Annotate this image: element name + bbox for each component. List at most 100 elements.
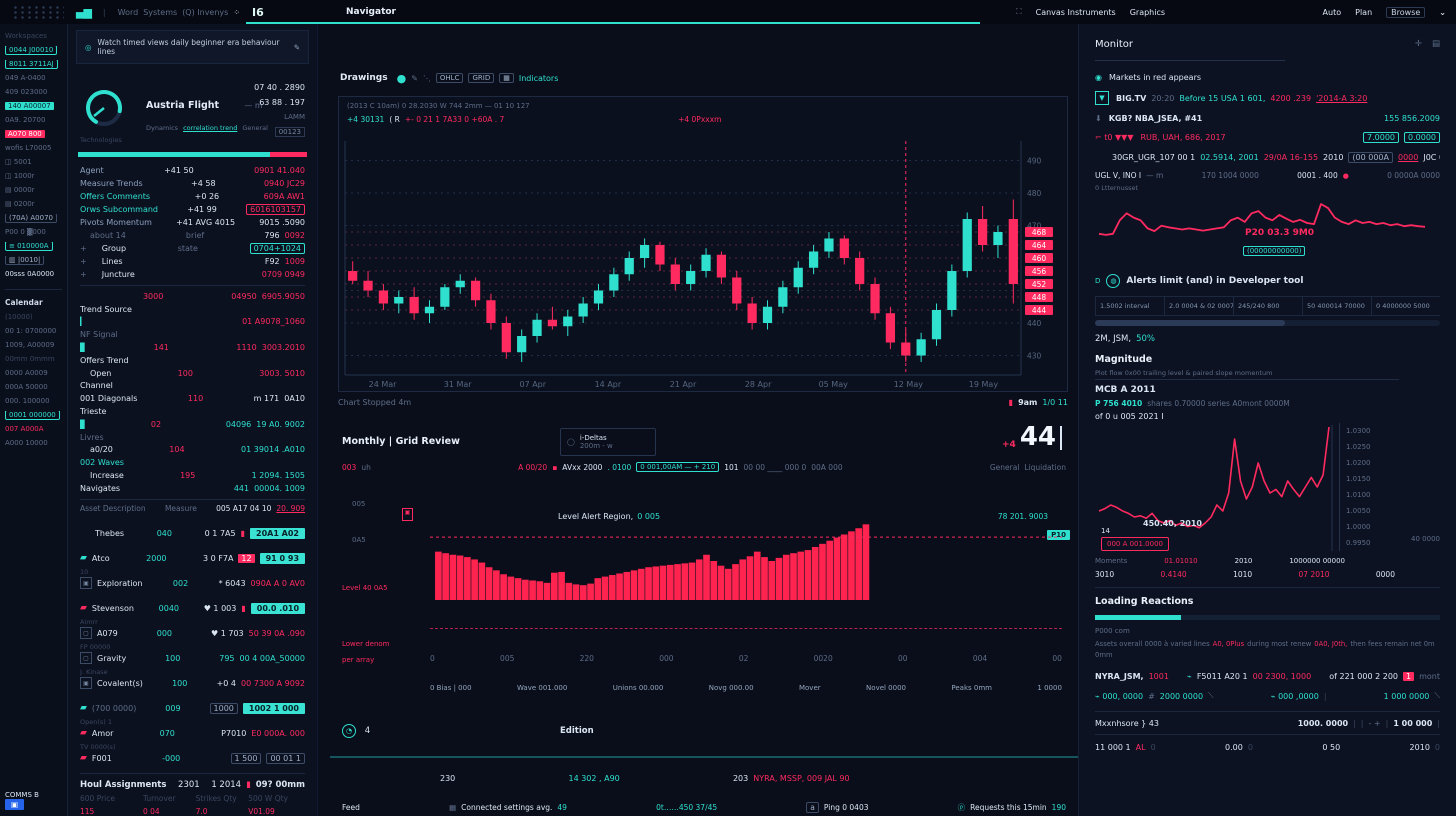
summary-row[interactable]: Houl Assignments 2301 1 2014 ▮ 09? 00mm bbox=[80, 772, 305, 790]
magnitude-chart[interactable] bbox=[1095, 423, 1333, 551]
brand-logo[interactable]: Ι6 bbox=[252, 5, 264, 19]
detail-row[interactable]: 002 Waves bbox=[80, 456, 305, 469]
candlestick-chart[interactable]: 24 Mar 31 Mar 07 Apr 14 Apr 21 Apr 28 Apr 05 M… bbox=[339, 137, 1067, 391]
calendar-item[interactable]: 1009, A00009 bbox=[5, 341, 62, 350]
mini-col[interactable]: 2.0 0004 & 02 0007 bbox=[1164, 297, 1233, 315]
holding-row[interactable]: Thebes 040 0 1 7A5 ▮ 20A1 A02 bbox=[80, 517, 305, 542]
detail-row[interactable]: Offers Trend bbox=[80, 354, 305, 367]
detail-row[interactable]: a0/20 104 01 39014 .A010 bbox=[80, 444, 305, 457]
alert-row[interactable]: ◉ Markets in red appears bbox=[1095, 73, 1440, 82]
quote-row[interactable]: Agent +41 50 0901 41.040 bbox=[80, 164, 305, 177]
scrollbar-track[interactable] bbox=[1095, 320, 1440, 326]
watchlist-item[interactable]: ≡ 010000A bbox=[5, 242, 62, 251]
monitor-header-icons[interactable]: ✛ ▤ bbox=[1415, 39, 1440, 49]
detail-row[interactable]: Livres bbox=[80, 431, 305, 444]
hist-column-label[interactable]: 0 Bias | 000 bbox=[430, 684, 472, 692]
toolbar-buttons[interactable]: ● ✎ ⋱ OHLC GRID ▦ Indicators bbox=[397, 72, 559, 85]
watchlist-item[interactable]: Workspaces bbox=[5, 32, 62, 41]
instrument-subline[interactable]: Dynamics correlation trend General bbox=[146, 124, 268, 132]
holding-row[interactable]: ▰ (700 0000) 009 1000 1002 1 000 bbox=[80, 692, 305, 717]
watchlist-item[interactable]: 140 A00007 bbox=[5, 102, 62, 111]
watchlist-item[interactable]: P00 0 ▓000 bbox=[5, 228, 62, 237]
detail-row[interactable]: 3000 04950 6905.9050 bbox=[80, 290, 305, 303]
calendar-item[interactable]: 0000 A0009 bbox=[5, 369, 62, 378]
hist-column-label[interactable]: Mover bbox=[798, 684, 821, 692]
holding-row[interactable]: J. Kinase ▣ Covalent(s) 100 +0 4 00 7300 A 9… bbox=[80, 667, 305, 692]
instrument-name[interactable]: Austria Flight — m bbox=[146, 100, 263, 111]
watchlist-item[interactable]: 8011 3711AJ bbox=[5, 60, 62, 69]
alert-row[interactable]: ▼ BIG.TV 20:20 Before 15 USA 1 601, 4200 .2… bbox=[1095, 91, 1440, 105]
scrollbar-thumb[interactable] bbox=[1095, 320, 1285, 326]
threshold-badge[interactable]: P10 bbox=[1047, 530, 1070, 540]
detail-row[interactable]: ▊ 141 1110 3003.2010 bbox=[80, 341, 305, 354]
depth-big-value[interactable]: +4 44 bbox=[1002, 424, 1062, 450]
hist-column-label[interactable]: Peaks 0mm bbox=[951, 684, 992, 692]
detail-row[interactable]: ▊ 02 04096 19 A0. 9002 bbox=[80, 418, 305, 431]
quote-row[interactable]: + Group state 0704+1024 bbox=[80, 242, 305, 255]
ticker-row[interactable]: UGL V, INO I — m 170 1004 0000 0001 . 400 ● 0… bbox=[1095, 171, 1440, 180]
topbar-nav-left[interactable]: Word Systems (Q) Invenys ⁘ bbox=[118, 8, 240, 17]
chart-zoom-status[interactable]: ▮ 9am 1/0 11 bbox=[1009, 398, 1068, 407]
watchlist-item[interactable]: wofis L70005 bbox=[5, 144, 62, 153]
holding-row[interactable]: FP 00000 ▢ Gravity 100 795 00 4 00A_50000 bbox=[80, 642, 305, 667]
alert-row[interactable]: 30GR_UGR_107 00 1 02.5914, 2001 29/0A 16-1… bbox=[1095, 152, 1440, 163]
quote-row[interactable]: + Lines F92 1009 bbox=[80, 255, 305, 268]
holding-row[interactable]: Open(s) 1 ▰ Amor 070 P7010 E0 000A. 000 bbox=[80, 717, 305, 742]
hist-column-label[interactable]: Novg 000.00 bbox=[708, 684, 754, 692]
holding-row[interactable]: ▰ Atco 2000 3 0 F7A 12 91 0 93 bbox=[80, 542, 305, 567]
calendar-item[interactable]: 007 A000A bbox=[5, 425, 62, 434]
topbar-nav-right[interactable]: ⛶ Canvas Instruments Graphics Auto Plan Brows… bbox=[1016, 6, 1446, 18]
hist-column-label[interactable]: Unions 00.000 bbox=[612, 684, 664, 692]
alert-row[interactable]: ⬇ KGB? NBA_JSEA, #41 155 856.2009 bbox=[1095, 114, 1440, 123]
detail-row[interactable]: Open 100 3003. 5010 bbox=[80, 367, 305, 380]
magnitude-callout[interactable]: 14 000 A 001.0000 bbox=[1101, 527, 1169, 551]
edit-icon[interactable]: ✎ bbox=[293, 42, 300, 52]
holding-row[interactable]: Aimrr ▢ A079 000 ♥ 1 703 50 39 0A .090 bbox=[80, 617, 305, 642]
detail-row[interactable]: Channel bbox=[80, 380, 305, 393]
mini-table-row[interactable]: 115 0 04 7.0 V01.09 bbox=[80, 807, 305, 816]
holding-row[interactable]: 10 ▣ Exploration 002 * 6043 090A A 0 AV0 bbox=[80, 567, 305, 592]
alert-marker-icon[interactable]: ▣ bbox=[402, 508, 413, 521]
calendar-item[interactable]: 00 1: 0700000 bbox=[5, 327, 62, 336]
mini-col[interactable]: 1.5002 interval bbox=[1095, 297, 1164, 315]
detail-row[interactable]: NF Signal bbox=[80, 328, 305, 341]
sparkline-chart[interactable] bbox=[1095, 192, 1429, 254]
quote-row[interactable]: about 14 brief 796 0092 bbox=[80, 229, 305, 242]
depth-histogram[interactable] bbox=[430, 508, 1062, 602]
watchlist-item[interactable]: ▤ 0200r bbox=[5, 200, 62, 209]
alert-row[interactable]: ⌐ t0 ▼▼▼ RUB, UAH, 686, 2017 7.0000 0.0000 bbox=[1095, 132, 1440, 143]
app-grid-icon[interactable] bbox=[12, 5, 64, 19]
alerts-icon[interactable]: ◍ bbox=[1106, 274, 1121, 288]
hist-column-label[interactable]: 1 0000 bbox=[1037, 684, 1062, 692]
mini-col[interactable]: 0 4000000 5000 bbox=[1371, 297, 1440, 315]
bottom-table-row[interactable]: Mxxnhsore } 43 1000. 0000 | | - + | 1 00 000 | bbox=[1095, 711, 1440, 736]
watchlist-item[interactable]: ▥ |0010| bbox=[5, 256, 62, 265]
watchlist-item[interactable]: ▤ 0000r bbox=[5, 186, 62, 195]
rail-bottom-badge[interactable]: ▣ bbox=[5, 799, 25, 810]
watchlist-item[interactable]: 00sss 0A0000 bbox=[5, 270, 62, 279]
notice-bar[interactable]: ◎ Watch timed views daily beginner era b… bbox=[76, 30, 309, 64]
calendar-item[interactable]: (10000) bbox=[5, 313, 62, 322]
mini-col[interactable]: 50 400014 70000 bbox=[1302, 297, 1371, 315]
connection-status-bar[interactable]: Feed ▦ Connected settings avg. 49 0t……450 37… bbox=[342, 802, 1066, 813]
quote-row[interactable]: Orws Subcommand +41 99 6016103157 bbox=[80, 203, 305, 216]
watchlist-item[interactable]: 0044 J00010 bbox=[5, 46, 62, 55]
sparkline-tag[interactable]: (00000000000) bbox=[1243, 246, 1306, 256]
holding-row[interactable]: TV 0000(s) ▰ F001 -000 1 500 00 01 1 bbox=[80, 742, 305, 767]
detail-row[interactable]: 001 Diagonals 110 m 171 0A10 bbox=[80, 392, 305, 405]
holding-row[interactable]: ▰ Stevenson 0040 ♥ 1 003 ▮ 00.0 .010 bbox=[80, 592, 305, 617]
factory-icon[interactable]: ▄▆ bbox=[76, 5, 92, 19]
detail-row[interactable]: ▎ 01 A9078_1060 bbox=[80, 316, 305, 329]
watchlist-item[interactable]: ◫ 5001 bbox=[5, 158, 62, 167]
detail-row[interactable]: Trend Source bbox=[80, 303, 305, 316]
watchlist-item[interactable]: A070 800 bbox=[5, 130, 62, 139]
quote-row[interactable]: Offers Comments +0 26 609A AW1 bbox=[80, 190, 305, 203]
calendar-item[interactable]: 000A 50000 bbox=[5, 383, 62, 392]
depth-search[interactable]: ◯ i-Deltas 200m - w bbox=[560, 428, 656, 456]
detail-row[interactable]: Navigates 441 00004. 1009 bbox=[80, 482, 305, 495]
hist-column-label[interactable]: Wave 001.000 bbox=[516, 684, 568, 692]
quote-row[interactable]: + Juncture 0709 0949 bbox=[80, 268, 305, 281]
watchlist-item[interactable]: 0A9. 20700 bbox=[5, 116, 62, 125]
calendar-item[interactable]: 000. 100000 bbox=[5, 397, 62, 406]
calendar-item[interactable]: 00mm 0mmm bbox=[5, 355, 62, 364]
